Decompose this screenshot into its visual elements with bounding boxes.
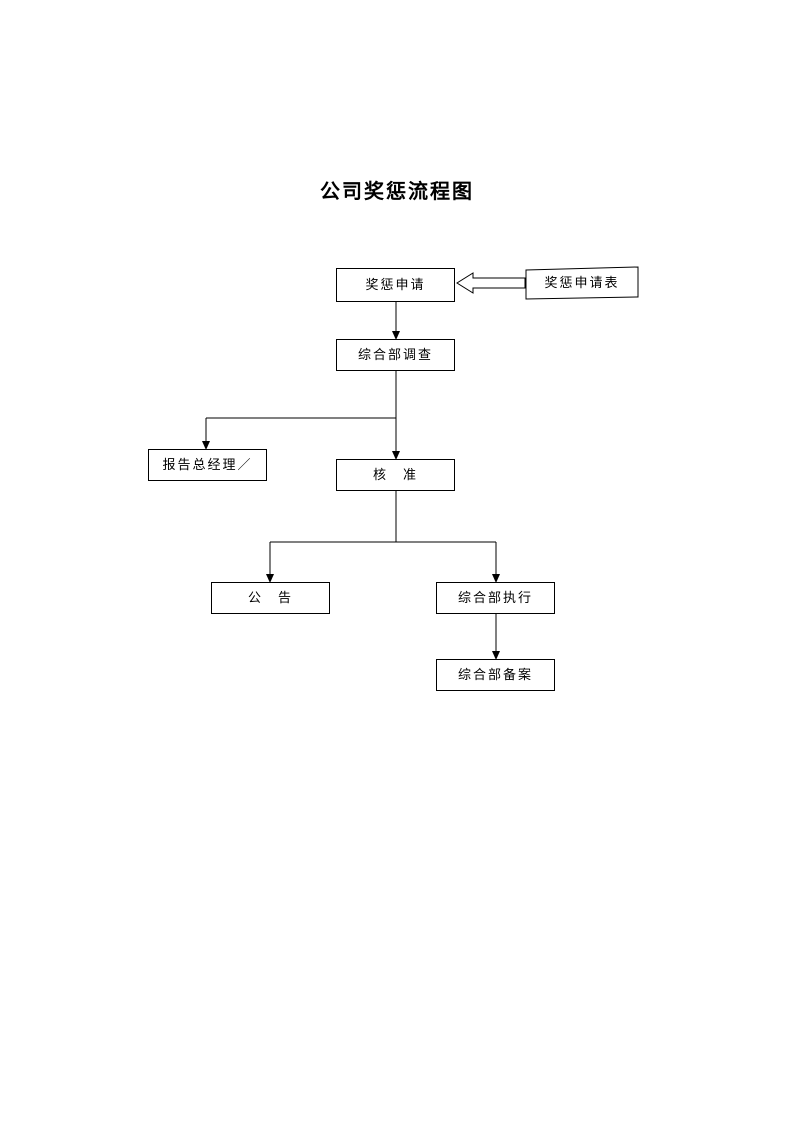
flowchart-node-n3: 报告总经理／: [148, 449, 267, 481]
page-title: 公司奖惩流程图: [0, 175, 794, 204]
flowchart-edges: 奖惩申请表: [0, 0, 794, 1123]
flowchart-node-n6: 综合部执行: [436, 582, 555, 614]
flowchart-node-n5: 公 告: [211, 582, 330, 614]
flowchart-node-n1: 奖惩申请: [336, 268, 455, 302]
svg-text:奖惩申请表: 奖惩申请表: [544, 275, 619, 290]
flowchart-node-n4: 核 准: [336, 459, 455, 491]
flowchart-node-n2: 综合部调查: [336, 339, 455, 371]
flowchart-node-n7: 综合部备案: [436, 659, 555, 691]
flowchart-node-doc: 奖惩申请表: [526, 267, 638, 299]
